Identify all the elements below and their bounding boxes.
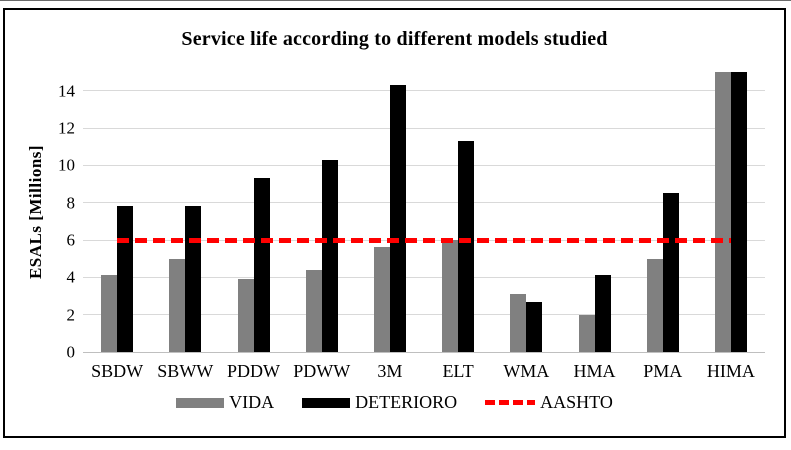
bar-DETERIORO-PDWW xyxy=(321,159,338,352)
bar-DETERIORO-PMA xyxy=(662,193,679,352)
legend-swatch-AASHTO xyxy=(485,400,536,405)
bar-group-PDDW xyxy=(219,72,287,352)
legend-item-VIDA: VIDA xyxy=(176,392,274,413)
y-tick-label-8: 8 xyxy=(66,193,76,213)
bar-VIDA-SBWW xyxy=(169,258,186,352)
x-axis-labels: SBDW SBWW PDDW PDWW 3M ELT WMA HMA PMA HIMA xyxy=(83,352,765,382)
bar-DETERIORO-HIMA xyxy=(730,72,747,352)
bar-VIDA-3M xyxy=(373,247,390,352)
legend: VIDA DETERIORO AASHTO xyxy=(5,392,784,413)
legend-swatch-VIDA xyxy=(176,397,225,408)
bar-group-WMA xyxy=(492,72,560,352)
bar-VIDA-SBDW xyxy=(101,275,118,352)
gridline-0 xyxy=(83,351,765,353)
chart-title: Service life according to different mode… xyxy=(181,28,608,50)
bar-VIDA-PDWW xyxy=(305,269,322,352)
legend-label-AASHTO: AASHTO xyxy=(540,392,613,412)
bar-VIDA-HMA xyxy=(578,314,595,352)
bar-group-PMA xyxy=(629,72,697,352)
y-tick-label-6: 6 xyxy=(66,230,76,250)
bar-VIDA-PMA xyxy=(646,258,663,352)
x-tick-label-WMA: WMA xyxy=(503,361,550,381)
bar-DETERIORO-SBDW xyxy=(117,206,134,352)
y-tick-label-14: 14 xyxy=(58,81,75,101)
bar-group-3M xyxy=(356,72,424,352)
bars-layer xyxy=(83,72,765,352)
chart-frame: Service life according to different mode… xyxy=(3,8,786,438)
x-tick-label-PMA: PMA xyxy=(643,361,683,381)
x-tick-label-PDDW: PDDW xyxy=(227,361,280,381)
gridline-2 xyxy=(83,314,765,316)
gridline-4 xyxy=(83,276,765,278)
y-tick-label-10: 10 xyxy=(58,155,75,175)
bar-group-SBDW xyxy=(83,72,151,352)
gridline-14 xyxy=(83,90,765,92)
x-tick-label-HMA: HMA xyxy=(573,361,616,381)
bar-VIDA-PDDW xyxy=(237,279,254,352)
legend-swatch-DETERIORO xyxy=(302,397,351,408)
x-tick-label-HIMA: HIMA xyxy=(706,361,755,381)
bar-group-HIMA xyxy=(697,72,765,352)
bar-DETERIORO-SBWW xyxy=(185,206,202,352)
bar-DETERIORO-PDDW xyxy=(253,178,270,352)
page-top-rule xyxy=(0,0,791,1)
bar-group-HMA xyxy=(560,72,628,352)
bar-DETERIORO-3M xyxy=(389,85,406,352)
y-tick-label-4: 4 xyxy=(66,267,76,287)
bar-VIDA-HIMA xyxy=(714,72,731,352)
plot-area xyxy=(83,72,765,353)
legend-label-VIDA: VIDA xyxy=(229,392,275,412)
bar-DETERIORO-ELT xyxy=(458,141,475,352)
y-tick-label-12: 12 xyxy=(58,118,75,138)
x-tick-label-3M: 3M xyxy=(377,361,403,381)
aashto-reference-line xyxy=(117,237,731,243)
legend-label-DETERIORO: DETERIORO xyxy=(355,392,458,412)
bar-group-ELT xyxy=(424,72,492,352)
bar-VIDA-WMA xyxy=(510,294,527,352)
y-axis-labels: 0 2 4 6 8 10 12 14 xyxy=(5,72,76,360)
gridline-8 xyxy=(83,202,765,204)
y-tick-label-0: 0 xyxy=(66,342,76,362)
x-tick-label-PDWW: PDWW xyxy=(293,361,351,381)
bar-DETERIORO-HMA xyxy=(594,275,611,352)
x-tick-label-SBDW: SBDW xyxy=(91,361,144,381)
x-tick-label-ELT: ELT xyxy=(442,361,474,381)
bar-VIDA-ELT xyxy=(442,240,459,352)
bar-group-SBWW xyxy=(151,72,219,352)
bar-DETERIORO-WMA xyxy=(526,301,543,352)
gridline-10 xyxy=(83,164,765,166)
legend-item-DETERIORO: DETERIORO xyxy=(302,392,457,413)
legend-item-AASHTO: AASHTO xyxy=(485,392,613,413)
x-tick-label-SBWW: SBWW xyxy=(157,361,214,381)
bar-group-PDWW xyxy=(288,72,356,352)
y-tick-label-2: 2 xyxy=(66,305,76,325)
gridline-12 xyxy=(83,127,765,129)
